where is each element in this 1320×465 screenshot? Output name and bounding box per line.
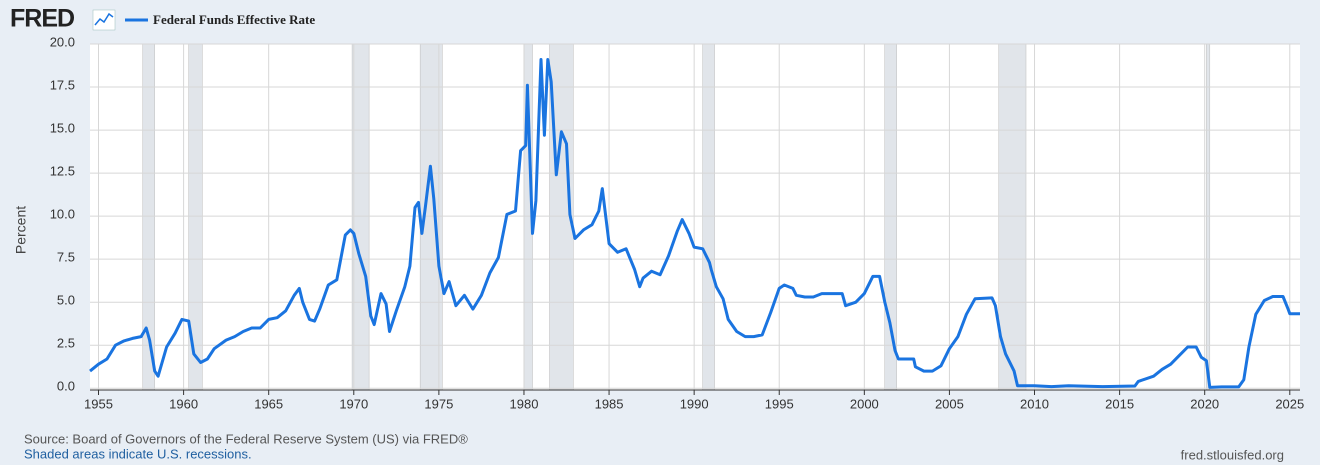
recession-band bbox=[351, 43, 370, 391]
plot-area bbox=[90, 44, 1300, 390]
source: Source: Board of Governors of the Federa… bbox=[24, 431, 468, 446]
x-tick-label: 2010 bbox=[1020, 396, 1049, 411]
y-axis-label: Percent bbox=[13, 206, 29, 254]
x-tick-label: 1990 bbox=[680, 396, 709, 411]
y-tick-label: 0.0 bbox=[57, 379, 75, 394]
x-tick-label: 1970 bbox=[339, 396, 368, 411]
logo-icon bbox=[92, 9, 116, 31]
recession-band bbox=[998, 43, 1027, 391]
data-line bbox=[89, 58, 1300, 389]
x-tick-label: 2025 bbox=[1275, 396, 1304, 411]
y-tick-label: 12.5 bbox=[50, 164, 75, 179]
y-tick-label: 20.0 bbox=[50, 34, 75, 49]
x-tick-label: 2020 bbox=[1190, 396, 1219, 411]
x-tick-label: 1960 bbox=[169, 396, 198, 411]
logo: FRED bbox=[10, 5, 74, 33]
x-tick-label: 1995 bbox=[765, 396, 794, 411]
site: fred.stlouisfed.org bbox=[1181, 447, 1284, 462]
x-tick-label: 1980 bbox=[510, 396, 539, 411]
recession-band bbox=[702, 43, 715, 391]
recession-band bbox=[884, 43, 897, 391]
legend-label: Federal Funds Effective Rate bbox=[153, 12, 315, 27]
x-tick-label: 1985 bbox=[595, 396, 624, 411]
y-tick-label: 7.5 bbox=[57, 250, 75, 265]
y-tick-label: 15.0 bbox=[50, 121, 75, 136]
recession-note: Shaded areas indicate U.S. recessions. bbox=[24, 446, 252, 461]
grid bbox=[90, 43, 1300, 395]
x-tick-label: 2000 bbox=[850, 396, 879, 411]
x-tick-label: 2005 bbox=[935, 396, 964, 411]
y-tick-label: 5.0 bbox=[57, 293, 75, 308]
x-tick-label: 1975 bbox=[424, 396, 453, 411]
x-tick-label: 1965 bbox=[254, 396, 283, 411]
lines bbox=[89, 58, 1300, 389]
x-tick-label: 1955 bbox=[84, 396, 113, 411]
recession-band bbox=[1206, 43, 1211, 391]
x-tick-label: 2015 bbox=[1105, 396, 1134, 411]
y-tick-label: 2.5 bbox=[57, 336, 75, 351]
y-tick-label: 17.5 bbox=[50, 77, 75, 92]
y-tick-label: 10.0 bbox=[50, 207, 75, 222]
